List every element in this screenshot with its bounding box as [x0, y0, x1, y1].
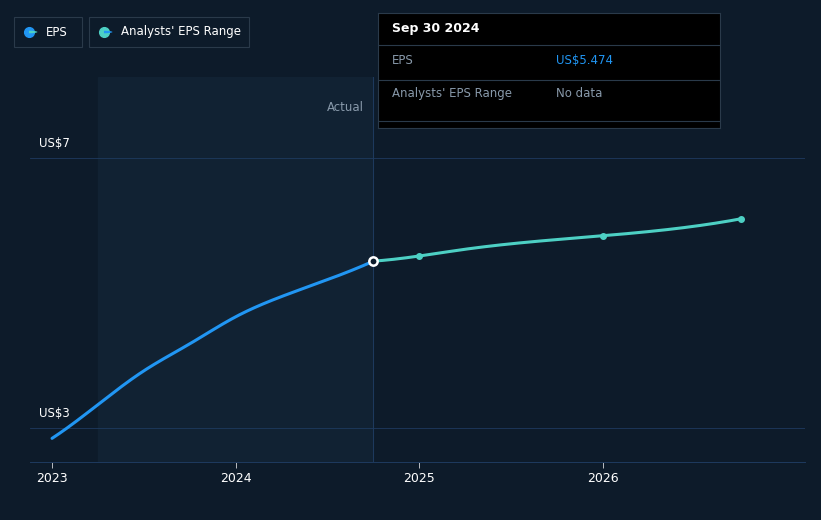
- Wedge shape: [104, 31, 112, 33]
- Text: US$7: US$7: [39, 137, 70, 150]
- Text: EPS: EPS: [392, 55, 414, 68]
- Text: Analysts' EPS Range: Analysts' EPS Range: [121, 25, 241, 38]
- Text: No data: No data: [556, 87, 603, 100]
- Text: US$5.474: US$5.474: [556, 55, 612, 68]
- Text: Actual: Actual: [328, 101, 365, 114]
- Text: Sep 30 2024: Sep 30 2024: [392, 22, 479, 35]
- Bar: [98, 77, 374, 462]
- Text: US$3: US$3: [39, 407, 70, 420]
- Text: Analysts' EPS Range: Analysts' EPS Range: [392, 87, 511, 100]
- Text: Analysts Forecasts: Analysts Forecasts: [392, 101, 502, 114]
- Wedge shape: [29, 31, 38, 33]
- FancyBboxPatch shape: [15, 17, 82, 47]
- FancyBboxPatch shape: [89, 17, 249, 47]
- Text: EPS: EPS: [46, 25, 67, 38]
